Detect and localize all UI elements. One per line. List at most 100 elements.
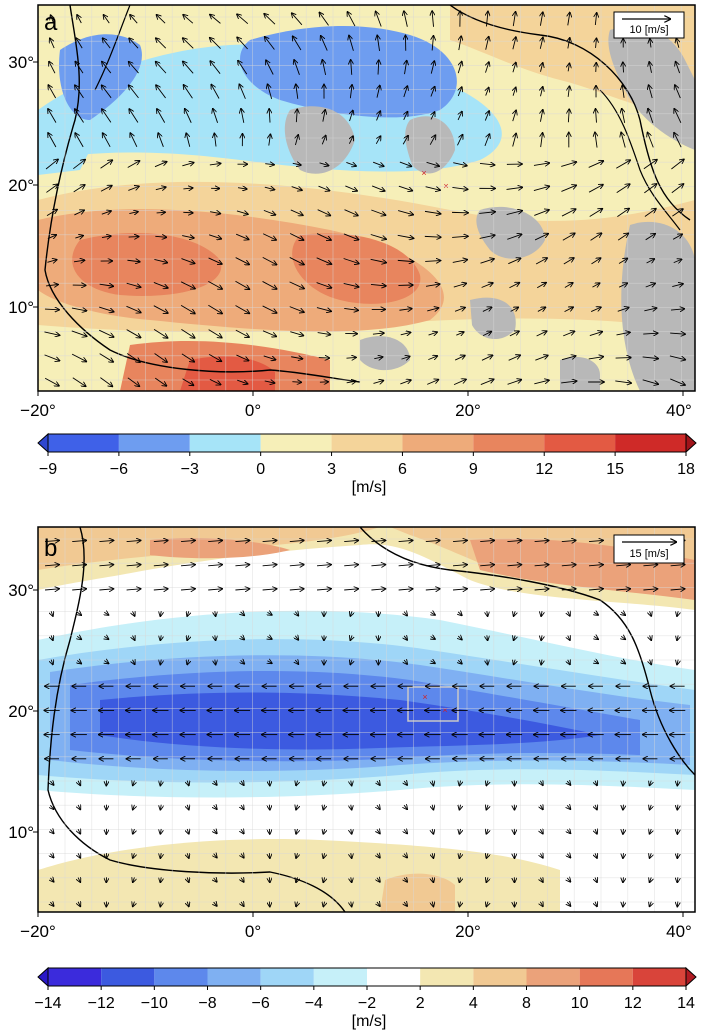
wind-arrow: [595, 781, 597, 786]
wind-arrow: [350, 635, 352, 640]
wind-arrow: [78, 829, 80, 833]
wind-arrow: [670, 333, 685, 334]
wind-arrow: [48, 109, 57, 123]
colorbar-tick-label: 18: [677, 461, 695, 478]
wind-arrow: [622, 109, 625, 123]
wind-arrow: [567, 829, 570, 833]
wind-arrow: [318, 185, 330, 190]
wind-arrow: [672, 284, 683, 287]
wind-arrow: [100, 160, 113, 169]
colorbar-swatch: [402, 434, 474, 452]
panel-a-map: × ×: [38, 5, 695, 391]
lon-tick-label: 20°: [455, 922, 481, 941]
wind-arrow: [126, 305, 140, 312]
wind-arrow: [507, 540, 521, 541]
wind-arrow: [269, 109, 270, 123]
wind-arrow: [71, 330, 87, 336]
wind-arrow: [480, 589, 494, 590]
wind-arrow: [377, 86, 380, 98]
wind-arrow: [404, 112, 408, 121]
colorbar-tick-label: 15: [606, 461, 624, 478]
wind-arrow: [541, 635, 542, 640]
wind-arrow: [323, 853, 324, 858]
wind-arrow: [536, 331, 547, 337]
wind-arrow: [677, 611, 678, 616]
wind-arrow: [432, 902, 433, 907]
wind-arrow: [316, 257, 332, 264]
wind-arrow: [262, 256, 277, 264]
lon-tick-label: 40°: [666, 922, 692, 941]
panel-b-axis-ticks: −20° 0° 20° 40° 30° 20° 10°: [8, 581, 692, 941]
wind-arrow: [485, 62, 488, 73]
wind-arrow: [534, 380, 549, 385]
wind-arrow: [215, 659, 216, 665]
wind-arrow: [486, 902, 488, 907]
wind-arrow: [404, 878, 407, 882]
wind-arrow: [398, 185, 412, 191]
wind-arrow: [154, 162, 167, 168]
wind-arrow: [648, 109, 654, 124]
wind-arrow: [459, 853, 460, 858]
wind-arrow: [71, 308, 86, 311]
wind-arrow: [509, 283, 519, 289]
wind-arrow: [75, 133, 84, 148]
wind-arrow: [535, 355, 547, 361]
wind-arrow: [235, 280, 249, 289]
wind-arrow: [370, 258, 387, 262]
wind-arrow: [210, 61, 221, 74]
wind-arrow: [319, 163, 329, 166]
wind-arrow: [568, 38, 570, 49]
wind-arrow: [371, 565, 385, 566]
wind-arrow: [292, 163, 301, 165]
wind-arrow: [160, 659, 161, 665]
wind-arrow: [126, 282, 141, 287]
wind-arrow: [541, 63, 543, 72]
wind-arrow: [265, 164, 274, 165]
wind-arrow: [595, 805, 597, 810]
wind-arrow: [650, 635, 652, 640]
wind-arrow: [133, 636, 135, 641]
wind-arrow: [71, 353, 86, 361]
wind-arrow: [618, 283, 627, 287]
wind-arrow: [677, 804, 678, 810]
wind-arrow: [595, 132, 597, 148]
wind-arrow: [296, 84, 298, 99]
wind-arrow: [154, 259, 167, 262]
wind-arrow: [48, 133, 57, 148]
lon-tick-label: 0°: [245, 401, 261, 420]
wind-arrow: [187, 902, 189, 907]
panel-b-reference-arrow: 15 [m/s]: [613, 534, 685, 564]
wind-arrow: [568, 109, 569, 123]
wind-arrow: [432, 805, 433, 810]
wind-arrow: [377, 829, 380, 833]
wind-arrow: [403, 86, 408, 98]
wind-arrow: [373, 381, 383, 384]
wind-arrow: [76, 38, 83, 49]
wind-arrow: [372, 161, 384, 166]
wind-arrow: [235, 589, 249, 590]
wind-arrow: [623, 828, 624, 834]
wind-arrow: [568, 660, 570, 664]
wind-arrow: [486, 805, 488, 810]
wind-arrow: [513, 110, 516, 122]
wind-arrow: [292, 13, 303, 26]
panel-a-frame: [37, 4, 696, 392]
wind-arrow: [180, 540, 195, 541]
colorbar-tick-label: 2: [416, 995, 425, 1012]
lat-tick-label: 20°: [8, 176, 34, 195]
wind-arrow: [675, 85, 681, 99]
wind-arrow: [377, 805, 380, 809]
wind-arrow: [77, 661, 81, 664]
wind-arrow: [506, 211, 522, 215]
wind-arrow: [99, 565, 113, 566]
wind-arrow: [262, 281, 277, 289]
wind-arrow: [295, 612, 298, 616]
wind-arrow: [235, 257, 249, 265]
colorbar-swatch: [101, 968, 155, 986]
wind-arrow: [45, 159, 58, 170]
wind-arrow: [44, 354, 60, 361]
wind-arrow: [563, 258, 574, 265]
wind-arrow: [73, 160, 85, 170]
wind-arrow: [239, 84, 246, 99]
wind-arrow: [425, 540, 440, 541]
